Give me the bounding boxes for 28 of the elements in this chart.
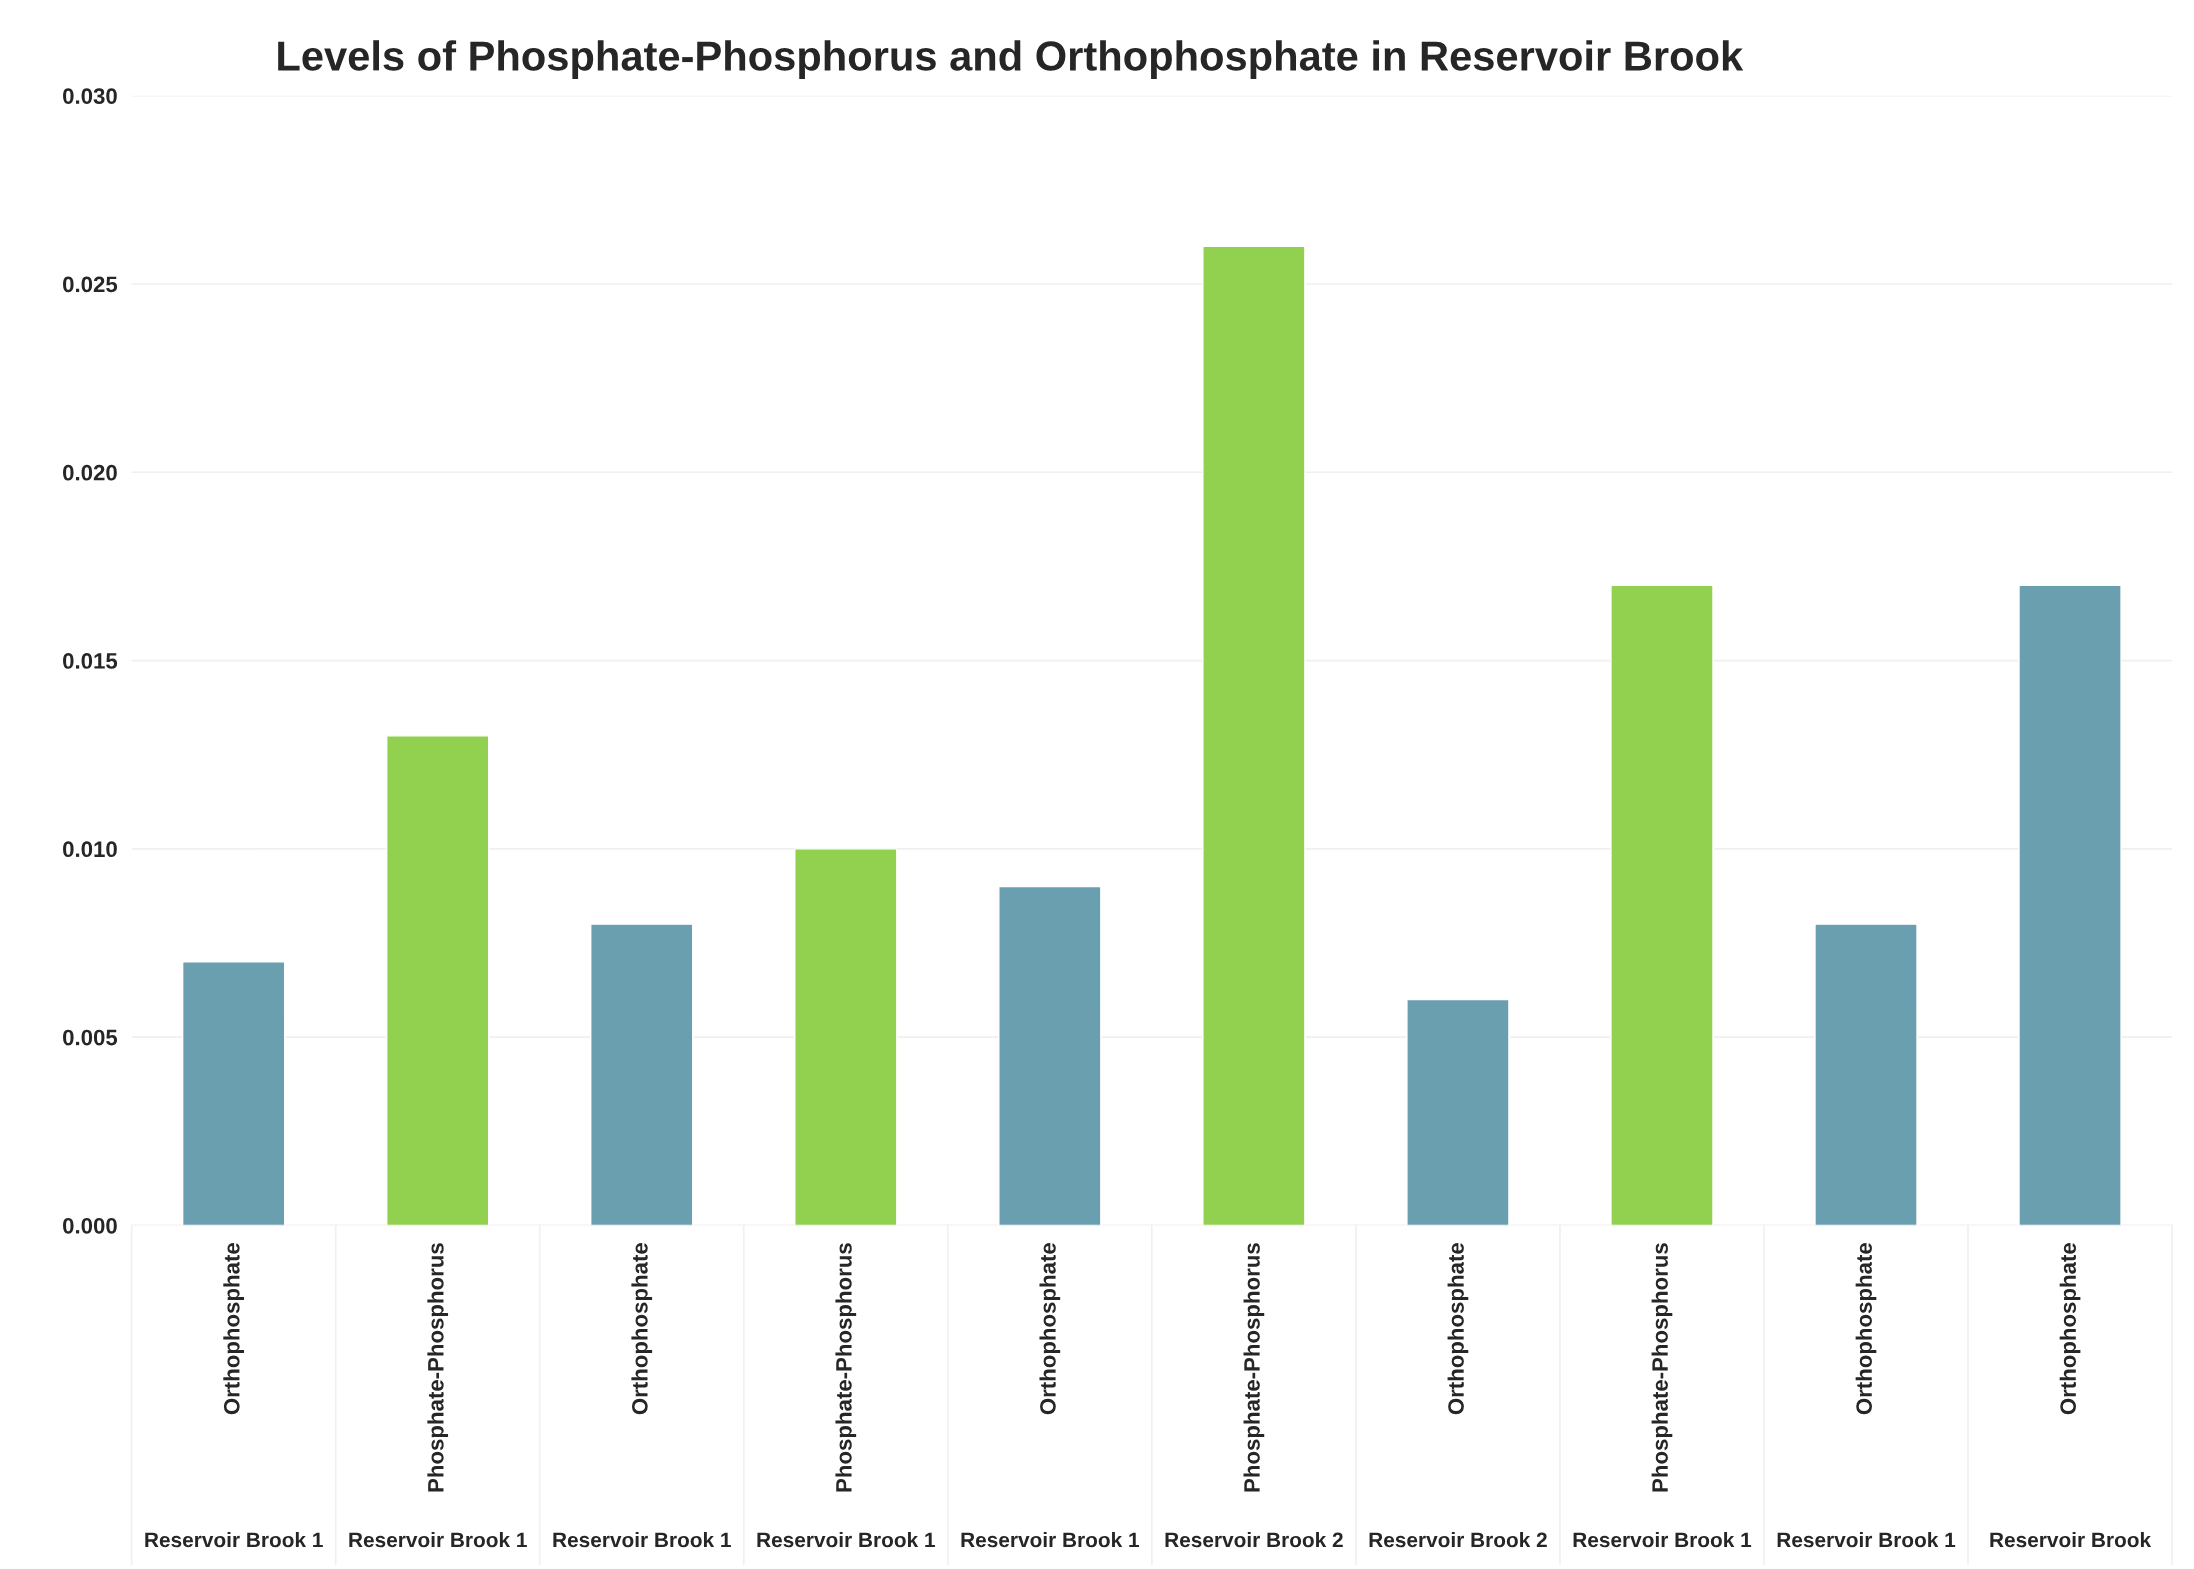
category-label: Phosphate-Phosphorus Reservoir Brook 1 — [757, 1243, 935, 1548]
category-label: Orthophosphate Reservoir Brook 1 — [145, 1243, 323, 1548]
bar — [181, 961, 286, 1226]
bar — [385, 735, 490, 1226]
bar — [1814, 923, 1918, 1226]
bar — [998, 885, 1102, 1226]
bar — [590, 923, 694, 1226]
y-tick-label: 0.015 — [63, 653, 118, 669]
y-tick-label: 0.000 — [63, 1217, 117, 1234]
category-label: Orthophosphate Reservoir Brook 1 — [553, 1243, 731, 1548]
y-tick-label: 0.010 — [63, 841, 117, 858]
y-tick-label: 0.020 — [63, 464, 117, 481]
category-label: Phosphate-Phosphorus Reservoir Brook 1 — [1573, 1243, 1752, 1548]
category-label: Orthophosphate Reservoir Brook 1 — [961, 1243, 1139, 1548]
category-label: Orthophosphate Reservoir Brook — [1990, 1243, 2152, 1548]
bar — [794, 848, 898, 1226]
bar — [1610, 584, 1714, 1226]
chart-title: Levels of Phosphate-Phosphorus and Orthophosphate in Reservoir Brook — [278, 40, 1744, 80]
y-tick-label: 0.025 — [63, 276, 118, 293]
category-label: Orthophosphate Reservoir Brook 2 — [1369, 1243, 1547, 1548]
category-label: Phosphate-Phosphorus Reservoir Brook 1 — [349, 1243, 527, 1548]
y-tick-label: 0.030 — [63, 88, 117, 105]
y-tick-label: 0.005 — [63, 1029, 118, 1046]
category-label: Phosphate-Phosphorus Reservoir Brook 2 — [1165, 1243, 1343, 1548]
bar — [2018, 584, 2122, 1226]
category-label: Orthophosphate Reservoir Brook 1 — [1777, 1243, 1956, 1548]
bar — [1202, 245, 1306, 1226]
bar — [1406, 998, 1510, 1226]
